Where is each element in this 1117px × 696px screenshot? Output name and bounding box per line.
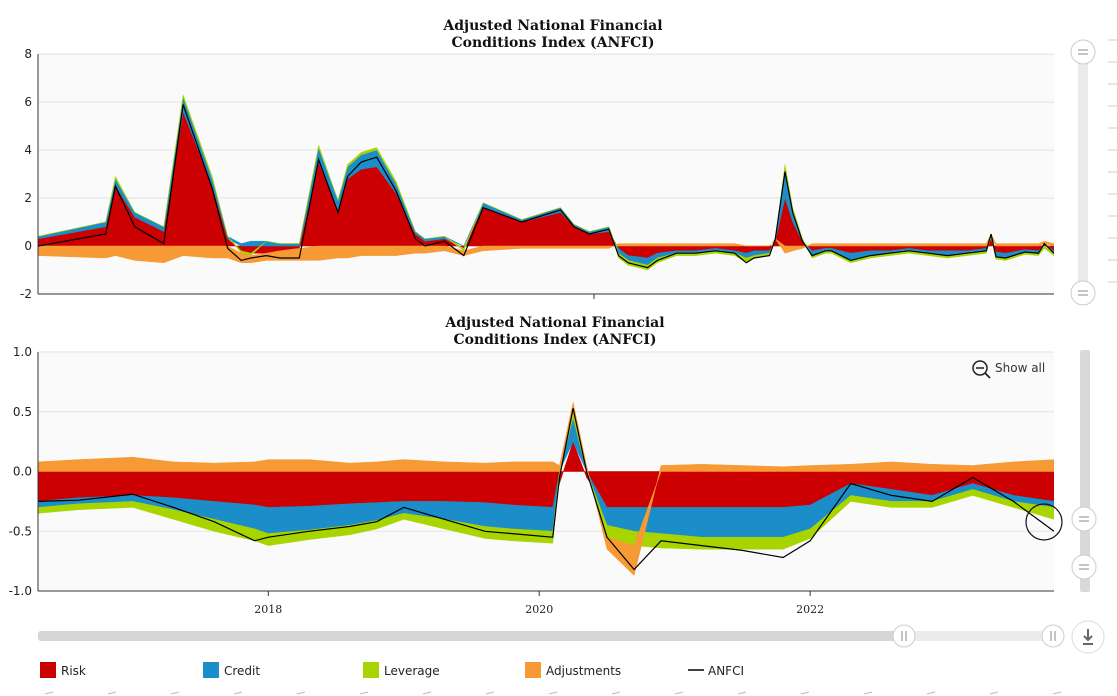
legend-label: Leverage (384, 664, 440, 678)
edge-dash (863, 691, 873, 695)
edge-dash (107, 691, 117, 695)
y-tick-label: -1.0 (9, 584, 32, 598)
top-chart-title-line1: Adjusted National Financial (442, 18, 662, 34)
legend-item-anfci[interactable]: ANFCI (688, 664, 744, 678)
y-tick-label: -0.5 (9, 524, 32, 538)
legend-label: Risk (61, 664, 86, 678)
legend-swatch (40, 662, 56, 678)
y-tick-label: 0.0 (13, 465, 32, 479)
legend-swatch (203, 662, 219, 678)
zoom-out-icon (972, 360, 988, 376)
edge-dash (422, 691, 432, 695)
bottom-scroll-handle-lower[interactable] (1071, 554, 1097, 580)
legend-swatch (525, 662, 541, 678)
top-y-axis-labels: 8 6 4 2 0 -2 (20, 47, 32, 301)
download-icon (1083, 629, 1093, 645)
y-tick-label: 6 (24, 95, 32, 109)
edge-dash (296, 691, 306, 695)
navigator-unselected-range (38, 631, 904, 641)
edge-dash (674, 691, 684, 695)
top-chart: Adjusted National Financial Conditions I… (20, 18, 1054, 301)
y-tick-label: 2 (24, 191, 32, 205)
top-series-group (38, 94, 1054, 271)
download-button[interactable] (1071, 620, 1105, 654)
series-area-leverage (38, 411, 1054, 550)
navigator-handle-left[interactable] (892, 624, 916, 648)
legend-item-leverage[interactable]: Leverage (363, 662, 440, 678)
y-tick-label: 0.5 (13, 405, 32, 419)
legend-item-risk[interactable]: Risk (40, 662, 86, 678)
series-area-leverage (38, 94, 1054, 271)
y-tick-label: 0 (24, 239, 32, 253)
bottom-y-axis-labels: 1.0 0.5 0.0 -0.5 -1.0 (9, 345, 32, 598)
top-range-scrollbar[interactable] (1070, 39, 1096, 306)
top-scroll-handle-lower[interactable] (1070, 280, 1096, 306)
show-all-button[interactable]: Show all (966, 356, 1046, 380)
bottom-range-scrollbar[interactable] (1071, 350, 1097, 592)
edge-dash (485, 691, 495, 695)
top-scroll-handle-upper[interactable] (1070, 39, 1096, 65)
show-all-label: Show all (995, 361, 1045, 375)
navigator-handle-right[interactable] (1041, 624, 1065, 648)
series-area-adjustments (38, 233, 1054, 264)
top-chart-title-line2: Conditions Index (ANFCI) (451, 35, 654, 51)
bottom-chart-title-line1: Adjusted National Financial (444, 315, 664, 331)
legend-label: ANFCI (708, 664, 744, 678)
y-tick-label: -2 (20, 287, 32, 301)
edge-dash (548, 691, 558, 695)
zoom-out-icon-handle (984, 372, 991, 379)
edge-dash (611, 691, 621, 695)
x-tick-label: 2020 (525, 603, 553, 616)
legend-label: Adjustments (546, 664, 621, 678)
legend-item-credit[interactable]: Credit (203, 662, 260, 678)
bottom-chart: Adjusted National Financial Conditions I… (9, 315, 1063, 616)
latest-value-circle (1025, 503, 1063, 541)
top-scrollbar-track[interactable] (1078, 52, 1088, 294)
y-tick-label: 8 (24, 47, 32, 61)
right-edge-ticks (1108, 39, 1117, 283)
legend-item-adjustments[interactable]: Adjustments (525, 662, 621, 678)
bottom-scrollbar-track[interactable] (1080, 350, 1090, 592)
series-line-anfci (38, 408, 1054, 571)
edge-dash (737, 691, 747, 695)
series-area-adjustments (38, 402, 1054, 576)
x-tick-label: 2018 (254, 603, 282, 616)
bottom-x-axis-labels: 2018 2020 2022 (254, 591, 824, 616)
y-tick-label: 4 (24, 143, 32, 157)
bottom-series-group (38, 402, 1054, 576)
bottom-scroll-handle-upper[interactable] (1071, 506, 1097, 532)
legend-label: Credit (224, 664, 260, 678)
edge-dash (926, 691, 936, 695)
edge-dash (44, 691, 54, 695)
edge-dash (989, 691, 999, 695)
edge-dash (170, 691, 180, 695)
edge-dash (359, 691, 369, 695)
edge-dash (1052, 691, 1062, 695)
bottom-chart-title-line2: Conditions Index (ANFCI) (453, 332, 656, 348)
edge-dash (233, 691, 243, 695)
x-tick-label: 2022 (796, 603, 824, 616)
bottom-edge-ticks (44, 691, 1062, 695)
edge-dash (800, 691, 810, 695)
y-tick-label: 1.0 (13, 345, 32, 359)
horizontal-navigator[interactable] (38, 624, 1065, 648)
legend: Risk Credit Leverage Adjustments ANFCI (40, 662, 744, 678)
series-line-anfci (38, 104, 1054, 269)
legend-swatch (363, 662, 379, 678)
